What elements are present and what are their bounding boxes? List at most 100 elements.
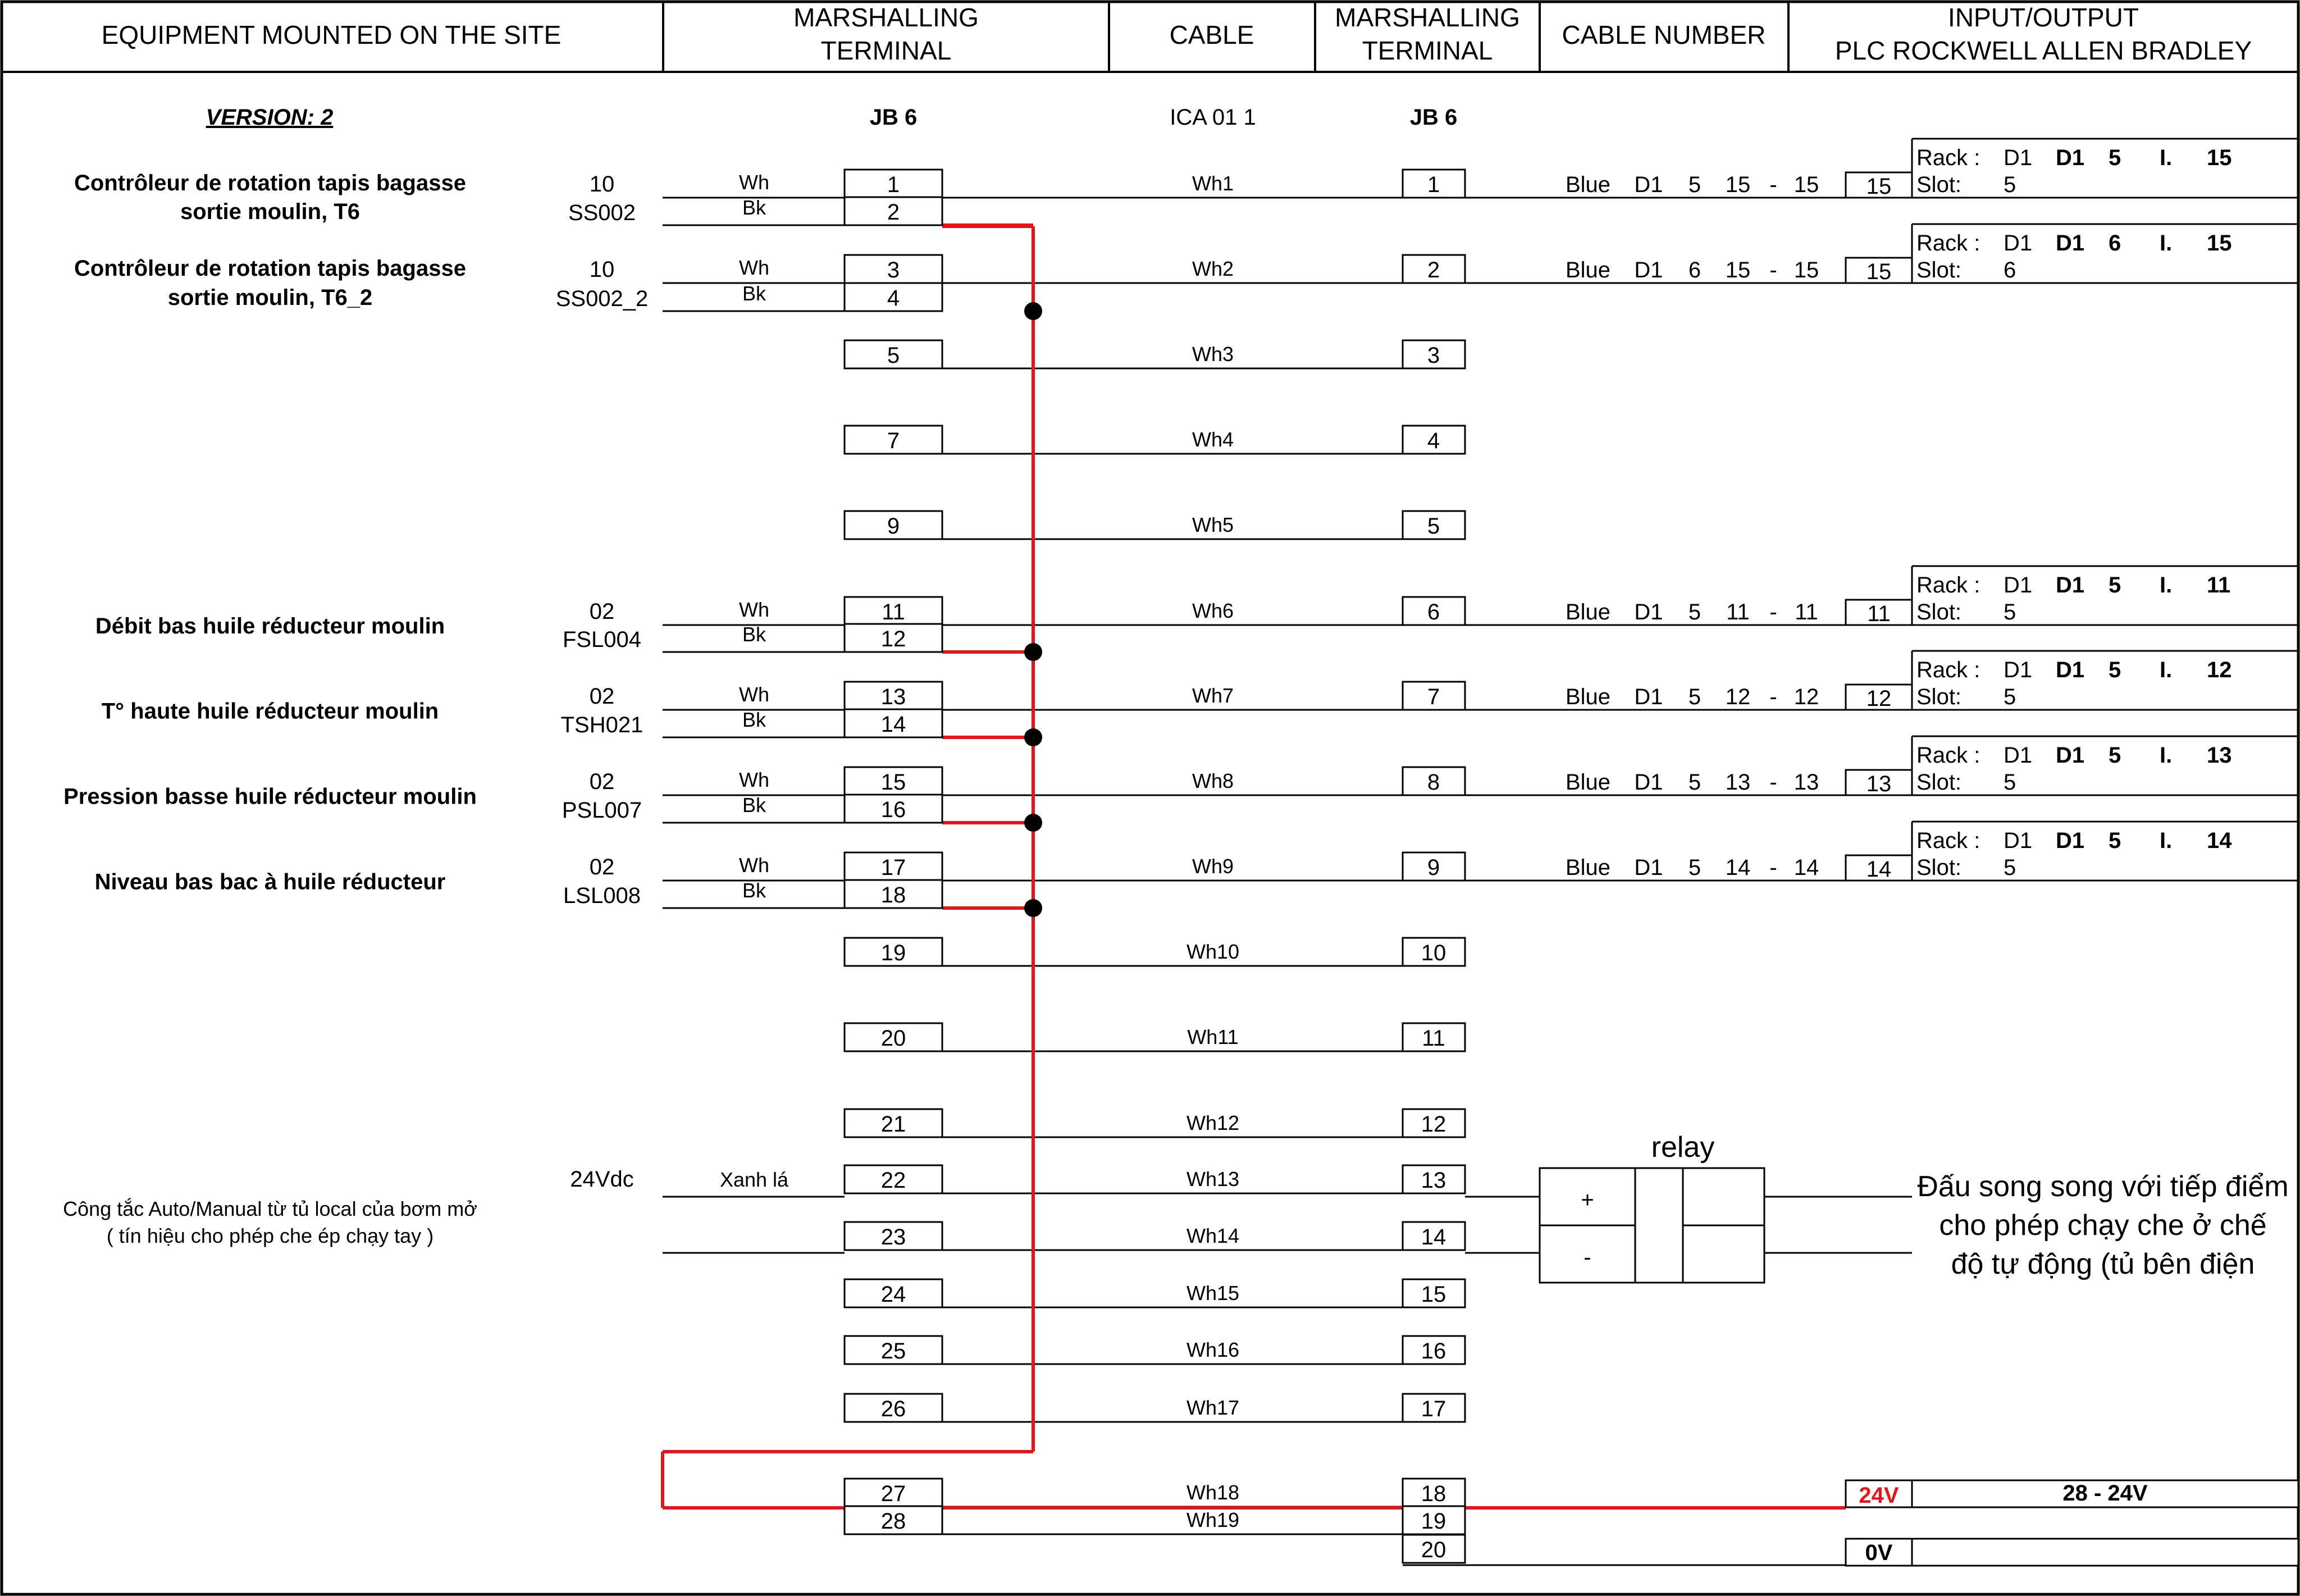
jb-terminal-box	[843, 1278, 943, 1308]
plc-addr-i: I.	[2160, 231, 2172, 256]
jb-terminal-number: 12	[881, 627, 906, 651]
wire-color-bk: Bk	[742, 282, 766, 305]
right-terminal-number: 11	[1422, 1026, 1445, 1051]
right-terminal-box	[1402, 937, 1466, 967]
wire-color-wh: Wh	[739, 171, 769, 194]
cable-to: 15	[1794, 258, 1819, 282]
right-terminal-number: 4	[1427, 428, 1440, 453]
relay-note: Đấu song song với tiếp điểm	[1917, 1170, 2288, 1203]
right-terminal-number: 3	[1427, 343, 1440, 368]
wire-color-wh: Wh	[739, 854, 769, 877]
cable-number-box	[1845, 171, 1913, 199]
jb-terminal-number: 27	[881, 1481, 906, 1506]
header-marshalling-1-line2: TERMINAL	[821, 36, 952, 65]
plc-slot-label: Slot:	[1916, 855, 1961, 880]
right-terminal-box	[1402, 510, 1466, 540]
jb-terminal-box	[843, 339, 943, 370]
wire-color-bk: Bk	[742, 879, 766, 902]
plc-addr-d: D1	[2056, 743, 2084, 768]
plc-slot-label: Slot:	[1916, 258, 1961, 282]
power-24v-label: 28 - 24V	[2062, 1481, 2148, 1506]
plc-rack-label: Rack :	[1916, 658, 1980, 682]
cable-d: D1	[1634, 770, 1663, 795]
plc-rack-value: D1	[2004, 828, 2032, 853]
wire-color-bk: Bk	[742, 794, 766, 817]
junction-dot	[1024, 643, 1042, 661]
cable-dash: -	[1769, 258, 1777, 282]
right-terminal-number: 17	[1421, 1397, 1446, 1421]
cable-core-label: Wh15	[1186, 1282, 1239, 1305]
cable-dash: -	[1769, 172, 1777, 197]
cable-core-label: Wh18	[1186, 1481, 1239, 1504]
plc-addr-i: I.	[2160, 658, 2172, 682]
cable-to: 12	[1794, 685, 1819, 709]
right-terminal-box	[1402, 681, 1466, 711]
header-marshalling-2-line1: MARSHALLING	[1335, 3, 1520, 32]
cable-slot: 5	[1689, 855, 1701, 880]
right-terminal-box	[1402, 1278, 1466, 1308]
jb-terminal-number: 20	[881, 1026, 906, 1051]
right-terminal-box	[1402, 1108, 1466, 1138]
auto-manual-wire-color: Xanh lá	[720, 1168, 789, 1191]
device-number: 02	[590, 684, 615, 709]
right-terminal-number: 12	[1421, 1112, 1446, 1137]
right-terminal-number: 14	[1421, 1225, 1446, 1250]
jb-terminal-box	[843, 196, 943, 226]
cable-to: 14	[1794, 855, 1819, 880]
jb-terminal-number: 14	[881, 712, 906, 737]
device-tag: SS002	[568, 200, 636, 225]
device-tag: FSL004	[563, 627, 641, 652]
right-terminal-number: 19	[1421, 1509, 1446, 1534]
right-terminal-box	[1402, 1393, 1466, 1423]
plc-addr-i: I.	[2160, 828, 2172, 853]
jb-terminal-number: 7	[887, 428, 900, 453]
cable-core-label: Wh12	[1186, 1111, 1239, 1134]
right-terminal-number: 18	[1421, 1481, 1446, 1506]
cable-from: 14	[1726, 855, 1751, 880]
cable-d: D1	[1634, 855, 1663, 880]
cable-slot: 5	[1689, 600, 1701, 624]
plc-addr-channel: 12	[2207, 658, 2232, 682]
jb-terminal-box	[843, 1478, 943, 1508]
junction-dot	[1024, 302, 1042, 320]
jb-terminal-box	[843, 1393, 943, 1423]
cable-core-label: Wh4	[1192, 428, 1234, 451]
plc-rack-value: D1	[2004, 658, 2032, 682]
relay-note: cho phép chạy che ở chế	[1939, 1209, 2266, 1242]
device-name: Niveau bas bac à huile réducteur	[95, 870, 446, 895]
cable-core-label: Wh1	[1192, 172, 1234, 195]
cable-slot: 5	[1689, 770, 1701, 795]
device-tag: TSH021	[561, 713, 644, 737]
plc-addr-slot: 5	[2109, 658, 2121, 682]
cable-number-box	[1845, 683, 1913, 711]
right-terminal-box	[1402, 1022, 1466, 1052]
power-24v-label-box	[1911, 1479, 2299, 1508]
relay-label: relay	[1651, 1131, 1715, 1164]
right-terminal-box	[1402, 766, 1466, 796]
plc-slot-value: 5	[2004, 172, 2016, 197]
plc-rack-value: D1	[2004, 231, 2032, 256]
diagram-texts: 1234579111213141516171819202122232425262…	[63, 145, 2289, 1565]
auto-manual-name: ( tín hiệu cho phép che ép chạy tay )	[107, 1224, 433, 1247]
jb-terminal-box	[843, 1335, 943, 1365]
cable-from: 13	[1726, 770, 1751, 795]
plc-addr-slot: 5	[2109, 743, 2121, 768]
cable-slot: 5	[1689, 685, 1701, 709]
right-terminal-box	[1402, 1221, 1466, 1251]
terminal-boxes	[843, 168, 2299, 1567]
cable-color: Blue	[1566, 855, 1610, 880]
right-terminal-number: 20	[1421, 1538, 1446, 1562]
cable-to: 15	[1794, 172, 1819, 197]
plc-slot-label: Slot:	[1916, 600, 1961, 624]
jb-terminal-number: 23	[881, 1225, 906, 1250]
cable-to: 13	[1794, 770, 1819, 795]
cable-number-box	[1845, 599, 1913, 626]
device-name: sortie moulin, T6	[180, 199, 360, 224]
plc-rack-value: D1	[2004, 145, 2032, 170]
wire-color-bk: Bk	[742, 708, 766, 731]
right-terminal-box	[1402, 425, 1466, 455]
wire-color-wh: Wh	[739, 768, 769, 791]
cable-id-label: ICA 01 1	[1170, 105, 1256, 130]
cable-core-label: Wh13	[1186, 1168, 1239, 1191]
device-tag: LSL008	[563, 883, 641, 908]
